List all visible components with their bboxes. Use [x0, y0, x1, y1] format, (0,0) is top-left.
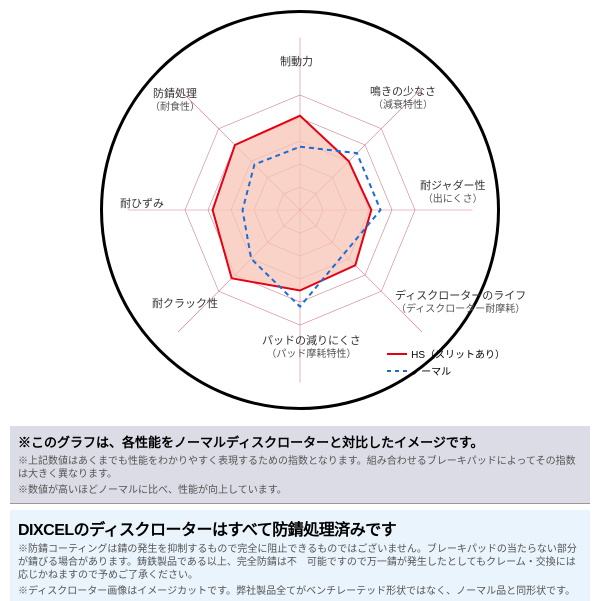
note-box-2: DIXCELのディスクローターはすべて防錆処理済みです ※防錆コーティングは錆の… — [10, 510, 590, 601]
legend-label: HS（スリットあり） — [411, 346, 505, 361]
axis-label: 防錆処理（耐食性） — [150, 88, 200, 114]
axis-label: ディスクローターのライフ（ディスクローター耐摩耗） — [395, 290, 526, 316]
note2-line: ※ディスクローター画像はイメージカットです。弊社製品全てがベンチレーテッド形状で… — [18, 585, 582, 598]
note1-line: ※数値が高いほどノーマルに比べ、性能が向上しています。 — [18, 484, 582, 497]
axis-label: 鳴きの少なさ（減衰特性） — [370, 86, 436, 112]
axis-label: 耐ジャダー性（出にくさ） — [420, 180, 485, 206]
note1-line: ※上記数値はあくまでも性能をわかりやすく表現するための指数となります。組み合わせ… — [18, 455, 582, 481]
legend-item: ノーマル — [387, 363, 505, 378]
note-box-1: ※このグラフは、各性能をノーマルディスクローターと対比したイメージです。 ※上記… — [10, 426, 590, 504]
axis-label: 制動力 — [280, 56, 313, 69]
radar-chart-container: 制動力鳴きの少なさ（減衰特性） 耐ジャダー性（出にくさ） ディスクローターのライフ（… — [0, 0, 600, 420]
axis-label: 耐クラック性 — [152, 298, 218, 311]
legend-label: ノーマル — [411, 363, 451, 378]
note1-head: ※このグラフは、各性能をノーマルディスクローターと対比したイメージです。 — [18, 432, 582, 451]
note2-head: DIXCELのディスクローターはすべて防錆処理済みです — [18, 516, 582, 540]
legend-item: HS（スリットあり） — [387, 346, 505, 361]
axis-label: パッドの減りにくさ（パッド摩耗特性） — [262, 335, 361, 361]
legend-swatch — [387, 370, 407, 372]
note2-line: ※防錆コーティングは錆の発生を抑制するもので完全に阻止できるものではございません… — [18, 543, 582, 582]
legend-swatch — [387, 353, 407, 355]
axis-label: 耐ひずみ — [120, 198, 164, 211]
legend: HS（スリットあり） ノーマル — [387, 346, 505, 380]
